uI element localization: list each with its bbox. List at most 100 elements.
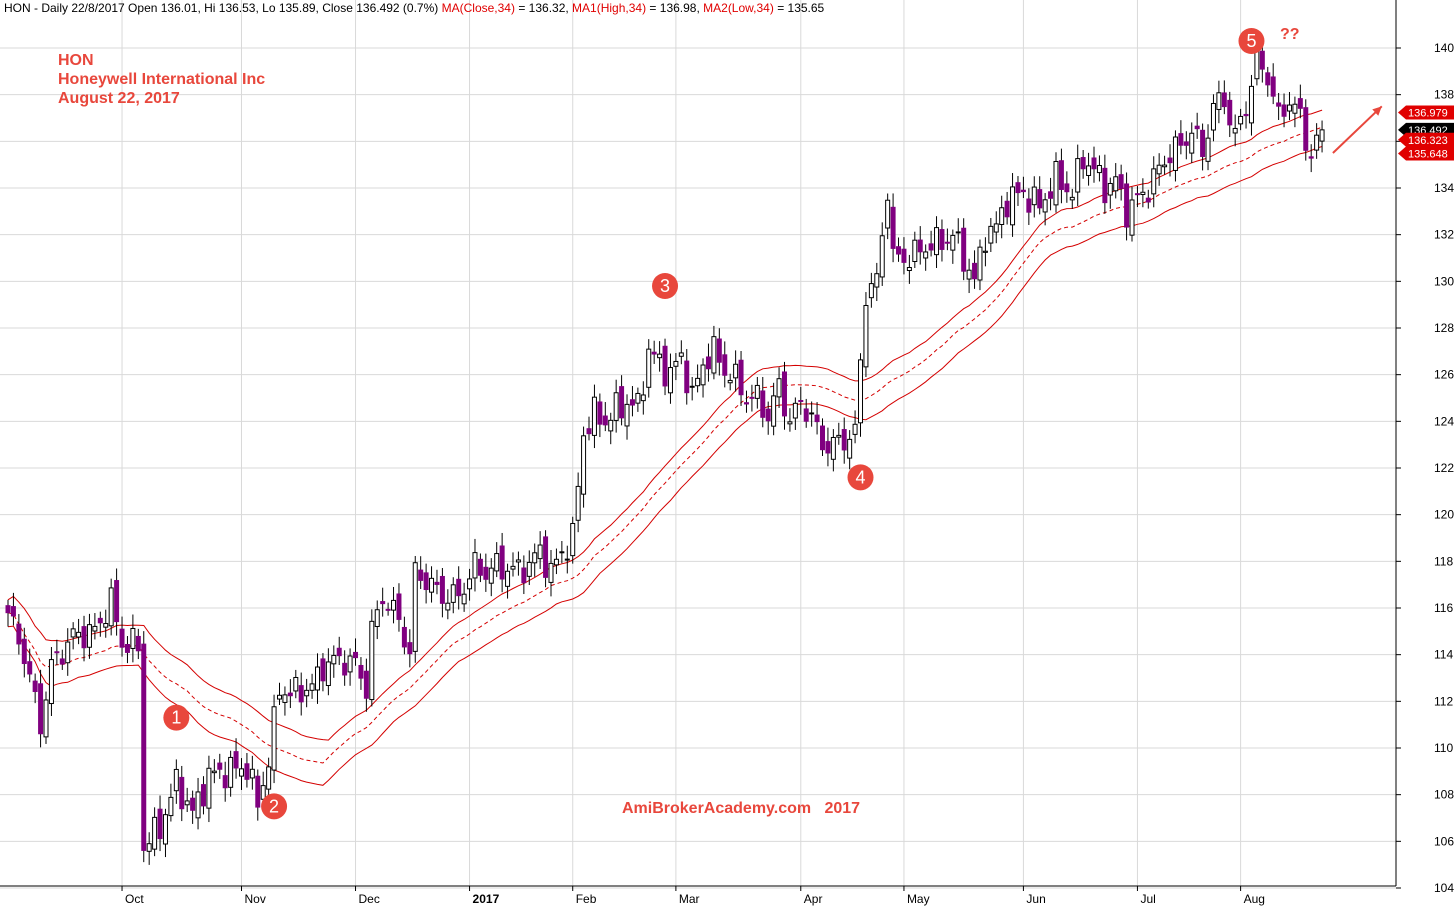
- wave-marker-circle: [652, 273, 679, 299]
- candle-body: [1010, 186, 1016, 226]
- candle-body: [977, 246, 983, 281]
- candle-body: [32, 680, 38, 693]
- candle-body: [640, 394, 646, 402]
- candle-body: [293, 676, 299, 692]
- candle-body: [206, 767, 212, 809]
- candle-body: [277, 694, 282, 700]
- wave-marker-circle: [1238, 28, 1265, 54]
- candle-body: [347, 655, 353, 673]
- candle-body: [467, 578, 473, 590]
- candle-body: [597, 401, 603, 425]
- candle-body: [944, 241, 950, 244]
- candle-body: [608, 419, 614, 432]
- candle-body: [304, 689, 310, 697]
- candle-body: [575, 485, 581, 521]
- candle-body: [16, 623, 22, 645]
- candle-body: [852, 423, 858, 435]
- candle-body: [999, 207, 1005, 225]
- candle-body: [488, 567, 494, 584]
- candle-body: [124, 644, 130, 653]
- x-tick-label: Dec: [359, 892, 380, 906]
- wave-marker-circle: [261, 793, 288, 820]
- x-axis-months: Oct Nov Dec 2017 Feb Mar Apr May Jun Jul Aug: [121, 886, 1265, 906]
- candle-body: [917, 239, 923, 253]
- candle-body: [521, 567, 527, 584]
- candle-body: [858, 359, 864, 424]
- price-label-text: 136.979: [1408, 107, 1448, 119]
- chart-title-company: Honeywell International Inc: [58, 71, 265, 88]
- candle-body: [651, 351, 657, 355]
- price-label-text: 135.648: [1408, 149, 1448, 161]
- candle-body: [135, 635, 141, 652]
- candle-body: [152, 816, 158, 850]
- wave-marker: 4: [847, 464, 874, 491]
- candle-body: [59, 658, 65, 665]
- candle-body: [613, 392, 619, 421]
- y-tick-label: 130: [1434, 274, 1454, 288]
- price-label-text: 136.323: [1408, 135, 1448, 147]
- candle-body: [684, 360, 690, 394]
- x-tick-label: Mar: [679, 892, 700, 906]
- x-tick-label: Oct: [125, 892, 144, 906]
- wave-marker: 2: [261, 793, 288, 820]
- candle-body: [1075, 158, 1081, 193]
- candle-body: [678, 352, 684, 357]
- candle-body: [1265, 72, 1271, 86]
- candle-body: [179, 776, 185, 810]
- candle-body: [1124, 183, 1130, 228]
- candle-body: [1194, 125, 1200, 130]
- candle-body: [1064, 183, 1070, 193]
- header-ma1-label: MA1(High,34): [572, 1, 646, 15]
- candle-body: [244, 763, 250, 780]
- candle-body: [157, 808, 163, 840]
- candle-body: [847, 438, 853, 459]
- y-tick-label: 126: [1434, 368, 1454, 382]
- candle-body: [754, 384, 760, 399]
- candle-body: [325, 661, 331, 687]
- candle-body: [1048, 191, 1054, 199]
- candle-body: [1167, 157, 1173, 164]
- candle-body: [901, 248, 907, 263]
- candle-body: [982, 250, 988, 253]
- candle-body: [1113, 176, 1119, 192]
- y-tick-label: 124: [1434, 414, 1454, 428]
- y-tick-label: 140: [1434, 41, 1454, 55]
- axes: [0, 0, 1397, 887]
- candle-body: [874, 273, 880, 288]
- candle-body: [1026, 198, 1032, 213]
- candle-body: [195, 791, 201, 819]
- y-tick-label: 134: [1434, 181, 1454, 195]
- candle-body: [342, 662, 348, 676]
- wave-marker-label: 5: [1246, 31, 1256, 51]
- candle-body: [103, 623, 109, 628]
- candle-body: [906, 267, 912, 272]
- candle-body: [130, 627, 136, 649]
- header-ma2-label: MA2(Low,34): [703, 1, 774, 15]
- candle-body: [86, 624, 92, 648]
- candle-body: [993, 223, 999, 233]
- candle-body: [184, 800, 190, 806]
- candle-body: [1259, 50, 1265, 70]
- candle-body: [830, 436, 836, 460]
- candle-body: [222, 775, 228, 789]
- candle-body: [510, 565, 516, 570]
- candle-body: [733, 363, 739, 379]
- candle-body: [1172, 136, 1178, 171]
- candle-body: [1037, 189, 1043, 209]
- candle-body: [363, 670, 369, 699]
- candle-body: [1145, 197, 1151, 203]
- candle-body: [1140, 191, 1146, 196]
- candle-body: [532, 552, 538, 564]
- candle-body: [1281, 104, 1287, 117]
- candle-body: [429, 577, 435, 593]
- candle-body: [287, 692, 293, 697]
- candle-body: [108, 587, 114, 627]
- wave-marker-label: 2: [269, 796, 279, 816]
- wave-marker-circle: [847, 464, 874, 491]
- y-axis-ticks: 104 106 108 110 112 114 116 118 120 122 124 126 128 1…: [1396, 41, 1454, 895]
- candle-body: [81, 626, 87, 649]
- question-marks-annotation: ??: [1280, 26, 1300, 43]
- candle-body: [407, 642, 413, 655]
- candle-body: [928, 243, 934, 251]
